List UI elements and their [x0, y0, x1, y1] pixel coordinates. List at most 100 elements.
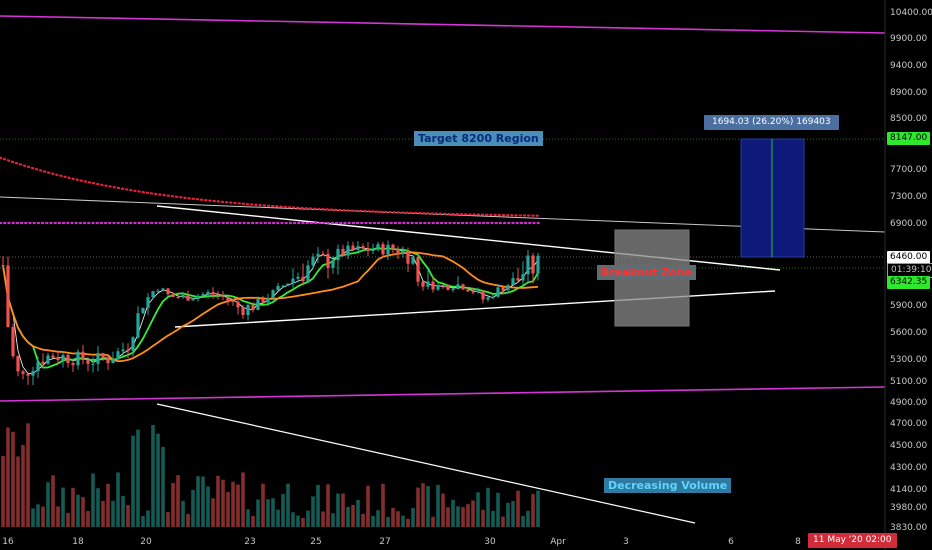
- volume-bars: [1, 423, 540, 527]
- x-tick-label: 20: [140, 537, 152, 547]
- candle-body: [426, 281, 430, 287]
- volume-bar: [131, 435, 135, 527]
- x-tick-label: 16: [2, 537, 14, 547]
- volume-bar: [166, 512, 170, 527]
- y-tick-label: 10400.00: [890, 8, 932, 18]
- volume-bar: [406, 518, 410, 527]
- candle-body: [421, 281, 425, 287]
- volume-bar: [356, 500, 360, 527]
- volume-bar: [281, 494, 285, 527]
- ma-orange-line: [2, 251, 539, 363]
- candle-body: [516, 278, 520, 281]
- candle-body: [521, 274, 525, 281]
- volume-bar: [236, 484, 240, 527]
- volume-bar: [531, 494, 535, 527]
- volume-bar: [371, 515, 375, 527]
- volume-bar: [276, 509, 280, 527]
- candle-body: [301, 276, 305, 282]
- candle-body: [156, 290, 160, 292]
- candle-body: [266, 298, 270, 303]
- volume-trend-line: [156, 403, 696, 524]
- candle-body: [411, 257, 415, 264]
- candle-body: [461, 284, 465, 290]
- volume-bar: [11, 431, 15, 527]
- candle-body: [121, 349, 125, 352]
- candle-body: [451, 288, 455, 290]
- candle-body: [476, 290, 480, 293]
- volume-bar: [201, 476, 205, 527]
- candle-body: [336, 248, 340, 261]
- candle-body: [281, 285, 285, 287]
- candle-body: [341, 248, 345, 256]
- candle-body: [366, 248, 370, 251]
- candle-body: [306, 265, 310, 282]
- volume-bar: [501, 516, 505, 527]
- volume-bar: [151, 425, 155, 527]
- candle-body: [276, 285, 280, 291]
- volume-bar: [191, 489, 195, 527]
- volume-bar: [206, 486, 210, 527]
- candle-body: [446, 285, 450, 290]
- candle-body: [226, 296, 230, 301]
- volume-bar: [71, 487, 75, 527]
- candle-body: [416, 257, 420, 282]
- volume-bar: [476, 492, 480, 527]
- candle-body: [456, 284, 460, 289]
- volume-bar: [526, 510, 530, 527]
- volume-bar: [216, 475, 220, 527]
- candle-body: [41, 361, 45, 364]
- magenta-lower-line: [0, 386, 886, 402]
- y-tick-label: 7700.00: [890, 165, 927, 175]
- volume-bar: [516, 490, 520, 527]
- trend-lines: [0, 15, 886, 524]
- y-tick-label: 4300.00: [890, 463, 927, 473]
- volume-bar: [186, 513, 190, 527]
- candle-body: [56, 357, 60, 361]
- volume-bar: [456, 506, 460, 527]
- volume-bar: [41, 506, 45, 527]
- target-measure-box: [740, 138, 805, 258]
- volume-bar: [391, 507, 395, 527]
- volume-bar: [311, 496, 315, 527]
- candle-body: [81, 351, 85, 361]
- volume-bar: [296, 515, 300, 527]
- candle-body: [486, 297, 490, 300]
- candle-body: [271, 290, 275, 299]
- candle-body: [86, 360, 90, 364]
- volume-bar: [86, 511, 90, 527]
- volume-bar: [366, 485, 370, 527]
- candle-body: [201, 294, 205, 296]
- candle-body: [291, 278, 295, 284]
- volume-bar: [161, 446, 165, 527]
- long-resistance-line: [0, 196, 886, 233]
- y-tick-label: 3830.00: [890, 523, 927, 533]
- volume-bar: [361, 513, 365, 527]
- volume-bar: [451, 499, 455, 527]
- x-tick-label: 30: [484, 537, 496, 547]
- volume-bar: [441, 493, 445, 527]
- candle-body: [71, 362, 75, 366]
- volume-bar: [156, 433, 160, 527]
- volume-bar: [446, 507, 450, 527]
- x-tick-label: 18: [72, 537, 84, 547]
- y-tick-label: 5300.00: [890, 355, 927, 365]
- volume-bar: [471, 500, 475, 527]
- time-cursor-label: 11 May '20 02:00: [808, 533, 897, 548]
- volume-bar: [291, 512, 295, 527]
- breakout-zone-label: Breakout Zone: [597, 265, 697, 280]
- volume-bar: [426, 486, 430, 527]
- volume-bar: [146, 510, 150, 527]
- volume-bar: [226, 492, 230, 527]
- candle-body: [46, 355, 50, 364]
- volume-bar: [376, 510, 380, 527]
- candle-body: [401, 250, 405, 254]
- volume-bar: [96, 488, 100, 527]
- volume-bar: [31, 508, 35, 527]
- candle-body: [131, 337, 135, 351]
- candle-body: [251, 304, 255, 310]
- y-tick-label: 5100.00: [890, 377, 927, 387]
- x-tick-label: 23: [244, 537, 255, 547]
- volume-bar: [36, 504, 40, 527]
- volume-bar: [56, 506, 60, 527]
